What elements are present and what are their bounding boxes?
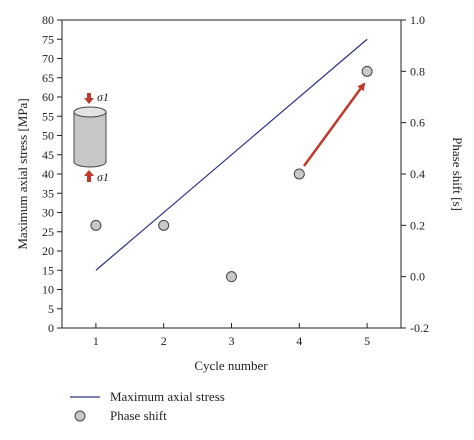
sigma-bottom-label: σ1 <box>97 170 109 184</box>
left-tick-label: 10 <box>42 283 54 297</box>
left-tick-label: 55 <box>42 109 54 123</box>
specimen-illustration: σ1 σ1 <box>73 90 109 184</box>
phase-shift-point <box>293 168 305 180</box>
x-axis-ticks: 1 2 3 4 5 <box>93 323 370 348</box>
x-tick-label: 3 <box>229 334 235 348</box>
left-tick-label: 15 <box>42 263 54 277</box>
left-tick-label: 5 <box>48 302 54 316</box>
legend-label-stress: Maximum axial stress <box>110 389 225 404</box>
x-tick-label: 2 <box>161 334 167 348</box>
x-tick-label: 4 <box>296 334 302 348</box>
x-axis-title: Cycle number <box>194 358 268 373</box>
x-tick-label: 5 <box>364 334 370 348</box>
left-tick-label: 50 <box>42 129 54 143</box>
right-axis-title: Phase shift [s] <box>450 137 465 211</box>
series-phase-shift <box>90 65 373 283</box>
left-axis-title: Maximum axial stress [MPa] <box>15 98 30 249</box>
sigma-top-label: σ1 <box>97 90 109 104</box>
left-tick-label: 75 <box>42 32 54 46</box>
right-tick-label: 0.6 <box>410 116 425 130</box>
phase-shift-point <box>226 271 237 283</box>
left-tick-label: 20 <box>42 244 54 258</box>
left-tick-label: 60 <box>42 90 54 104</box>
x-tick-label: 1 <box>93 334 99 348</box>
trend-arrow <box>302 82 366 167</box>
right-tick-label: 1.0 <box>410 13 425 27</box>
left-tick-label: 40 <box>42 167 54 181</box>
series-max-axial-stress <box>95 38 368 271</box>
left-axis-ticks: 0 5 10 15 20 25 30 35 40 45 50 55 60 65 70 75 80 <box>42 13 62 335</box>
legend-label-phase: Phase shift <box>110 408 167 423</box>
left-tick-label: 70 <box>42 52 54 66</box>
phase-shift-point <box>90 219 102 231</box>
phase-shift-point <box>158 219 170 231</box>
left-tick-label: 30 <box>42 206 54 220</box>
right-tick-label: 0.4 <box>410 167 425 181</box>
right-tick-label: 0.2 <box>410 218 425 232</box>
left-tick-label: 80 <box>42 13 54 27</box>
bottom-load-arrow-icon <box>84 170 94 182</box>
legend-point-swatch <box>74 410 86 422</box>
cylinder-icon <box>73 106 107 168</box>
legend: Maximum axial stress Phase shift <box>70 389 225 423</box>
right-tick-label: 0.8 <box>410 64 425 78</box>
left-tick-label: 45 <box>42 148 54 162</box>
right-tick-label: 0.0 <box>410 270 425 284</box>
left-tick-label: 65 <box>42 71 54 85</box>
right-axis-ticks: -0.2 0.0 0.2 0.4 0.6 0.8 1.0 <box>401 13 429 335</box>
top-load-arrow-icon <box>84 93 94 104</box>
stress-line <box>95 38 368 271</box>
right-tick-label: -0.2 <box>410 321 429 335</box>
left-tick-label: 35 <box>42 186 54 200</box>
left-tick-label: 25 <box>42 225 54 239</box>
phase-shift-point <box>361 65 373 77</box>
left-tick-label: 0 <box>48 321 54 335</box>
